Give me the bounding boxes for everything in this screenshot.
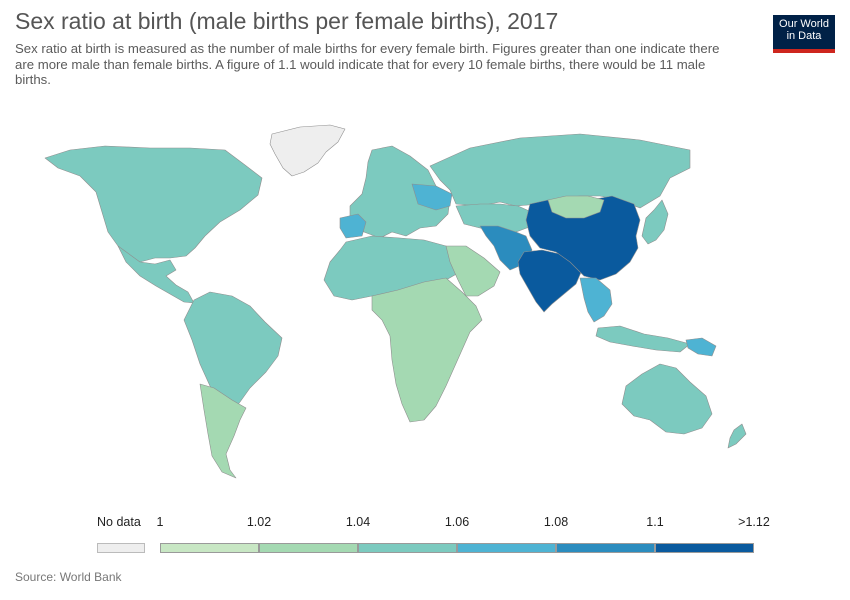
legend-tick: 1.06: [444, 515, 470, 529]
legend-swatch[interactable]: [655, 543, 754, 553]
region-arabian-peninsula[interactable]: [445, 245, 501, 297]
region-caucasus-ukraine[interactable]: [411, 183, 453, 211]
region-south-america[interactable]: [183, 291, 283, 413]
logo-accent-bar: [773, 49, 835, 53]
region-mongolia[interactable]: [547, 195, 605, 219]
region-central-america[interactable]: [117, 245, 195, 304]
legend-no-data-swatch[interactable]: [97, 543, 145, 553]
region-australia[interactable]: [621, 363, 713, 435]
chart-title: Sex ratio at birth (male births per fema…: [15, 8, 559, 34]
legend-no-data-label: No data: [97, 515, 141, 529]
legend-swatch[interactable]: [358, 543, 457, 553]
region-europe[interactable]: [349, 145, 451, 239]
region-southeast-asia[interactable]: [579, 277, 613, 323]
legend-tick: 1.02: [246, 515, 272, 529]
region-papua-new-guinea[interactable]: [685, 337, 717, 357]
legend-tick: 1.04: [345, 515, 371, 529]
legend-tick: 1.08: [543, 515, 569, 529]
region-japan-korea[interactable]: [641, 199, 669, 245]
region-iberia[interactable]: [339, 213, 367, 239]
region-indonesia[interactable]: [595, 325, 691, 353]
legend-tick: >1.12: [738, 515, 770, 529]
owid-logo[interactable]: Our World in Data: [773, 15, 835, 53]
logo-line-2: in Data: [786, 30, 822, 42]
region-north-america[interactable]: [44, 145, 263, 263]
region-new-zealand[interactable]: [727, 423, 747, 449]
legend-swatch[interactable]: [457, 543, 556, 553]
region-southern-cone[interactable]: [199, 383, 247, 479]
region-sub-saharan-africa[interactable]: [371, 277, 483, 423]
region-greenland[interactable]: [269, 124, 346, 177]
legend-tick: 1.1: [646, 515, 664, 529]
legend-swatch[interactable]: [160, 543, 259, 553]
region-russia[interactable]: [429, 133, 691, 209]
color-legend: No data 1 1.02 1.04 1.06 1.08 1.1 >1.12: [0, 510, 850, 570]
legend-tick: 1: [156, 515, 164, 529]
logo-line-1: Our World: [779, 18, 829, 30]
chart-subtitle: Sex ratio at birth is measured as the nu…: [15, 41, 720, 87]
world-map[interactable]: [0, 110, 850, 510]
legend-swatch[interactable]: [259, 543, 358, 553]
source-note: Source: World Bank: [15, 570, 122, 584]
legend-swatch[interactable]: [556, 543, 655, 553]
